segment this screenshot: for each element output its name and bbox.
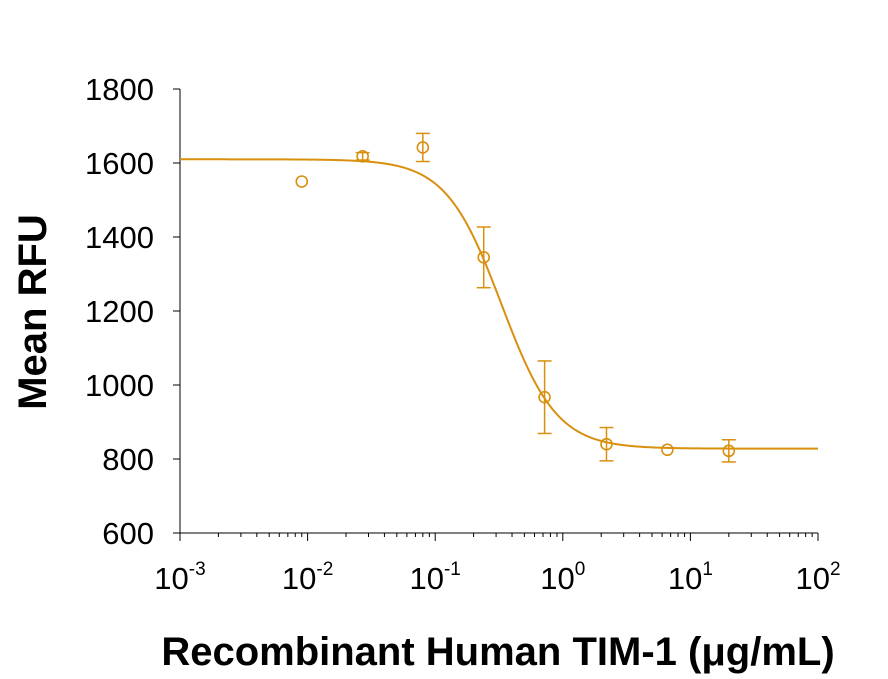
data-point [477, 251, 491, 264]
x-axis-title: Recombinant Human TIM-1 (μg/mL) [161, 630, 834, 674]
data-point [416, 141, 430, 154]
y-tick-label: 1200 [85, 294, 154, 329]
x-tick-label: 10-3 [154, 559, 205, 596]
y-tick-label: 800 [102, 442, 154, 477]
x-tick-label: 102 [795, 559, 840, 596]
data-point [600, 437, 613, 451]
x-tick-label: 101 [668, 559, 713, 596]
data-point [661, 443, 674, 457]
y-tick-label: 1400 [85, 220, 154, 255]
y-tick-label: 1800 [85, 72, 154, 107]
x-tick-label: 10-1 [410, 559, 461, 596]
data-point [722, 444, 736, 458]
y-tick-label: 1600 [85, 146, 154, 181]
data-point [356, 150, 369, 163]
y-tick-label: 1000 [85, 368, 154, 403]
x-axis: 10-3 10-2 10-1 100 101 102 [154, 532, 841, 596]
data-point [538, 390, 551, 404]
x-tick-label: 100 [540, 559, 585, 596]
y-axis: 600 800 1000 1200 1400 1600 1800 [85, 72, 181, 551]
y-axis-title: Mean RFU [11, 214, 55, 410]
fit-curve [180, 158, 818, 450]
data-point [295, 175, 309, 188]
y-tick-label: 600 [102, 516, 154, 551]
data-markers [295, 132, 736, 463]
x-tick-label: 10-2 [282, 559, 333, 596]
